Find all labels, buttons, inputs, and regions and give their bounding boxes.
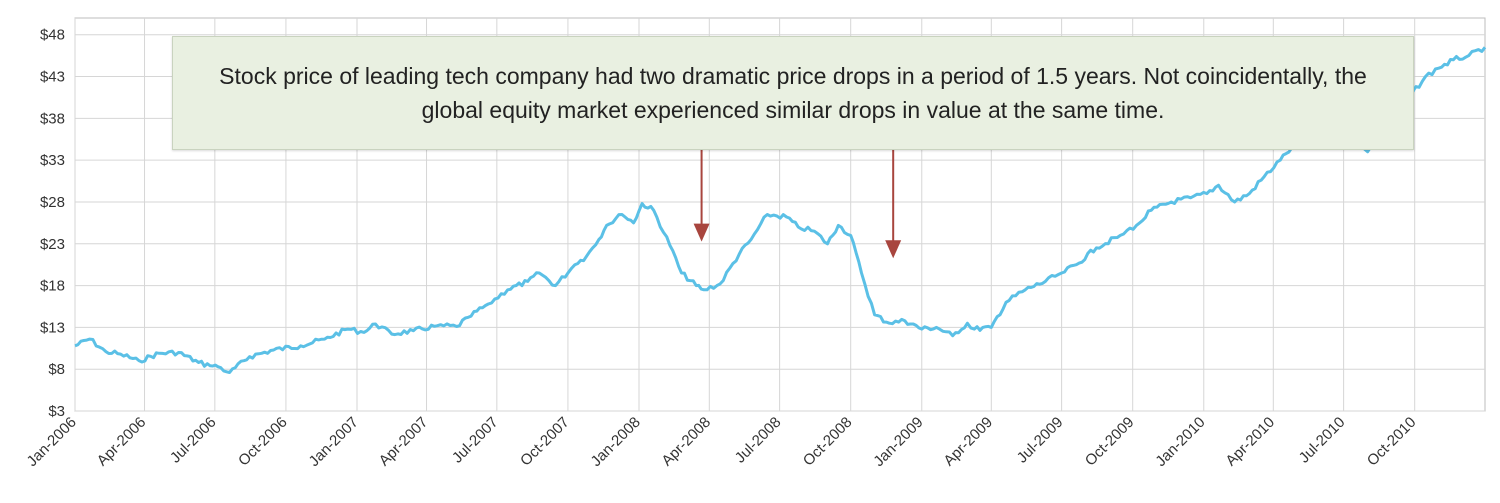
y-tick-label: $13 (40, 319, 65, 336)
x-tick-label: Jan-2006 (24, 414, 80, 470)
y-tick-label: $18 (40, 278, 65, 295)
x-tick-label: Jul-2006 (167, 414, 220, 467)
x-tick-label: Jan-2007 (306, 414, 362, 470)
x-tick-label: Apr-2006 (94, 414, 150, 470)
y-tick-label: $43 (40, 69, 65, 86)
price-series-line (74, 46, 1487, 374)
x-tick-label: Apr-2010 (1222, 414, 1278, 470)
arrow-head (885, 240, 902, 259)
x-tick-label: Jul-2009 (1014, 414, 1067, 467)
y-tick-label: $28 (40, 194, 65, 211)
y-tick-label: $48 (40, 27, 65, 44)
y-tick-label: $23 (40, 236, 65, 253)
arrow-head (693, 223, 710, 242)
x-tick-label: Jul-2008 (732, 414, 785, 467)
x-tick-label: Oct-2006 (235, 414, 291, 470)
x-tick-label: Jul-2010 (1296, 414, 1349, 467)
y-axis-ticks: $3 $8 $13 $18 $23 $28 $33 $38 $43 $48 (40, 27, 65, 420)
x-axis-ticks: Jan-2006 Apr-2006 Jul-2006 Oct-2006 Jan-2007… (24, 414, 1420, 470)
y-tick-label: $3 (48, 403, 65, 420)
x-tick-label: Oct-2009 (1082, 414, 1138, 470)
x-tick-label: Oct-2007 (517, 414, 573, 470)
y-tick-label: $33 (40, 152, 65, 169)
x-tick-label: Apr-2007 (376, 414, 432, 470)
x-tick-label: Oct-2008 (800, 414, 856, 470)
y-tick-label: $38 (40, 110, 65, 127)
x-tick-label: Apr-2008 (658, 414, 714, 470)
x-tick-label: Apr-2009 (940, 414, 996, 470)
x-tick-label: Jan-2008 (588, 414, 644, 470)
x-tick-label: Jul-2007 (449, 414, 502, 467)
y-tick-label: $8 (48, 361, 65, 378)
annotation-text: Stock price of leading tech company had … (219, 63, 1367, 123)
x-tick-label: Jan-2009 (870, 414, 926, 470)
x-tick-label: Oct-2010 (1364, 414, 1420, 470)
annotation-callout: Stock price of leading tech company had … (172, 36, 1414, 150)
x-tick-label: Jan-2010 (1152, 414, 1208, 470)
